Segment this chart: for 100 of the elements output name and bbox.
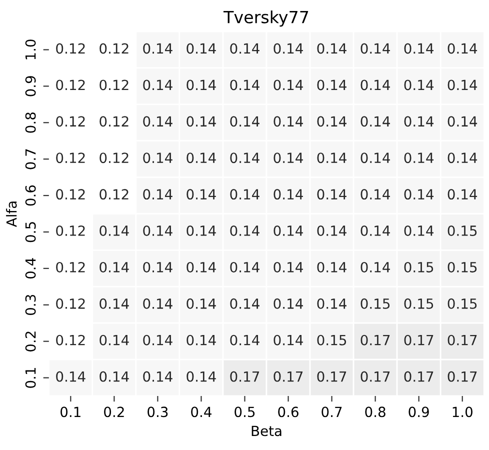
y-tick-label: 0.4 <box>25 258 36 279</box>
x-tick-label: 0.7 <box>322 406 342 418</box>
y-tick-label: 0.2 <box>25 332 36 352</box>
data-label: 0.15 <box>317 334 346 346</box>
data-label: 0.12 <box>56 152 85 164</box>
data-label: 0.14 <box>448 189 478 200</box>
x-tick-label: 0.3 <box>148 406 168 418</box>
data-label: 0.14 <box>360 80 390 90</box>
data-label: 0.14 <box>274 226 303 236</box>
data-label: 0.14 <box>274 80 303 90</box>
data-label: 0.12 <box>56 80 85 90</box>
data-label: 0.14 <box>186 43 216 54</box>
data-label: 0.14 <box>143 116 172 127</box>
data-label: 0.15 <box>360 298 390 309</box>
data-label: 0.14 <box>404 80 434 90</box>
data-label: 0.14 <box>317 298 346 309</box>
data-label: 0.17 <box>360 334 390 346</box>
data-label: 0.14 <box>186 116 216 127</box>
data-label: 0.14 <box>274 189 303 200</box>
x-tick-label: 0.5 <box>234 406 255 418</box>
data-label: 0.14 <box>317 80 346 90</box>
data-label: 0.15 <box>448 298 477 309</box>
data-label: 0.14 <box>274 116 303 127</box>
data-label: 0.12 <box>56 116 85 127</box>
data-label: 0.17 <box>404 334 434 346</box>
x-tick-label: 0.4 <box>191 406 212 418</box>
data-label: 0.14 <box>274 152 303 164</box>
data-label: 0.14 <box>404 152 434 164</box>
data-label: 0.14 <box>143 262 172 272</box>
data-label: 0.12 <box>56 298 85 309</box>
data-label: 0.14 <box>186 226 216 236</box>
data-label: 0.14 <box>317 152 346 164</box>
y-tick-label: 0.9 <box>25 76 36 96</box>
data-label: 0.14 <box>274 298 303 309</box>
data-label: 0.17 <box>448 371 477 382</box>
data-label: 0.14 <box>186 80 216 90</box>
data-label: 0.14 <box>317 43 346 54</box>
data-label: 0.15 <box>448 262 477 272</box>
x-tick-label: 0.8 <box>365 406 386 418</box>
data-label: 0.12 <box>100 116 128 127</box>
data-label: 0.12 <box>100 43 128 54</box>
data-label: 0.14 <box>230 298 260 309</box>
data-label: 0.14 <box>230 262 260 272</box>
y-tick-label: 0.3 <box>25 294 36 316</box>
data-label: 0.12 <box>56 43 85 54</box>
x-axis-title: Beta <box>252 426 282 436</box>
data-label: 0.14 <box>317 226 346 236</box>
data-label: 0.14 <box>274 334 303 346</box>
x-tick-label: 0.6 <box>278 406 298 418</box>
data-label: 0.14 <box>317 116 346 127</box>
data-label: 0.14 <box>404 226 434 236</box>
data-label: 0.14 <box>186 334 216 346</box>
data-label: 0.14 <box>404 189 434 200</box>
data-label: 0.15 <box>404 262 434 272</box>
data-label: 0.14 <box>143 189 172 200</box>
y-tick-label: 0.6 <box>25 185 36 206</box>
x-tick-label: 0.2 <box>104 406 124 418</box>
y-tick-label: 0.8 <box>25 112 36 133</box>
data-label: 0.14 <box>317 262 346 272</box>
y-axis-title: Alfa <box>6 202 17 228</box>
data-label: 0.14 <box>143 152 172 164</box>
data-label: 0.14 <box>56 371 86 382</box>
y-tick-label: 1.0 <box>25 40 36 60</box>
data-label: 0.14 <box>404 43 434 54</box>
data-label: 0.14 <box>143 298 172 309</box>
data-label: 0.14 <box>360 152 390 164</box>
data-label: 0.14 <box>100 262 129 272</box>
data-label: 0.14 <box>230 226 260 236</box>
y-tick-label: 0.7 <box>25 149 36 170</box>
data-label: 0.14 <box>100 371 129 382</box>
data-label: 0.14 <box>448 152 478 164</box>
data-label: 0.14 <box>360 189 390 200</box>
data-label: 0.14 <box>448 116 478 127</box>
data-label: 0.14 <box>186 371 216 382</box>
data-label: 0.14 <box>274 262 303 272</box>
data-label: 0.12 <box>100 189 128 200</box>
data-label: 0.14 <box>230 152 260 164</box>
data-label: 0.14 <box>230 43 260 54</box>
data-label: 0.17 <box>360 371 390 382</box>
data-label: 0.15 <box>448 226 477 236</box>
data-label: 0.14 <box>360 116 390 127</box>
data-label: 0.17 <box>317 371 346 382</box>
data-label: 0.14 <box>143 371 172 382</box>
data-label: 0.14 <box>230 80 260 90</box>
data-label: 0.17 <box>448 334 477 346</box>
chart-title: Tversky77 <box>223 10 308 27</box>
data-label: 0.12 <box>56 189 85 200</box>
data-label: 0.14 <box>448 43 478 54</box>
data-label: 0.14 <box>186 298 216 309</box>
x-tick-label: 0.9 <box>408 406 429 418</box>
data-label: 0.14 <box>186 262 216 272</box>
data-label: 0.14 <box>100 298 129 309</box>
data-label: 0.17 <box>230 371 260 382</box>
data-label: 0.14 <box>100 334 129 346</box>
data-label: 0.14 <box>360 43 390 54</box>
data-label: 0.14 <box>448 80 478 90</box>
x-tick-label: 0.1 <box>60 406 80 418</box>
data-label: 0.17 <box>274 371 303 382</box>
data-label: 0.14 <box>143 80 172 90</box>
data-label: 0.17 <box>404 371 434 382</box>
